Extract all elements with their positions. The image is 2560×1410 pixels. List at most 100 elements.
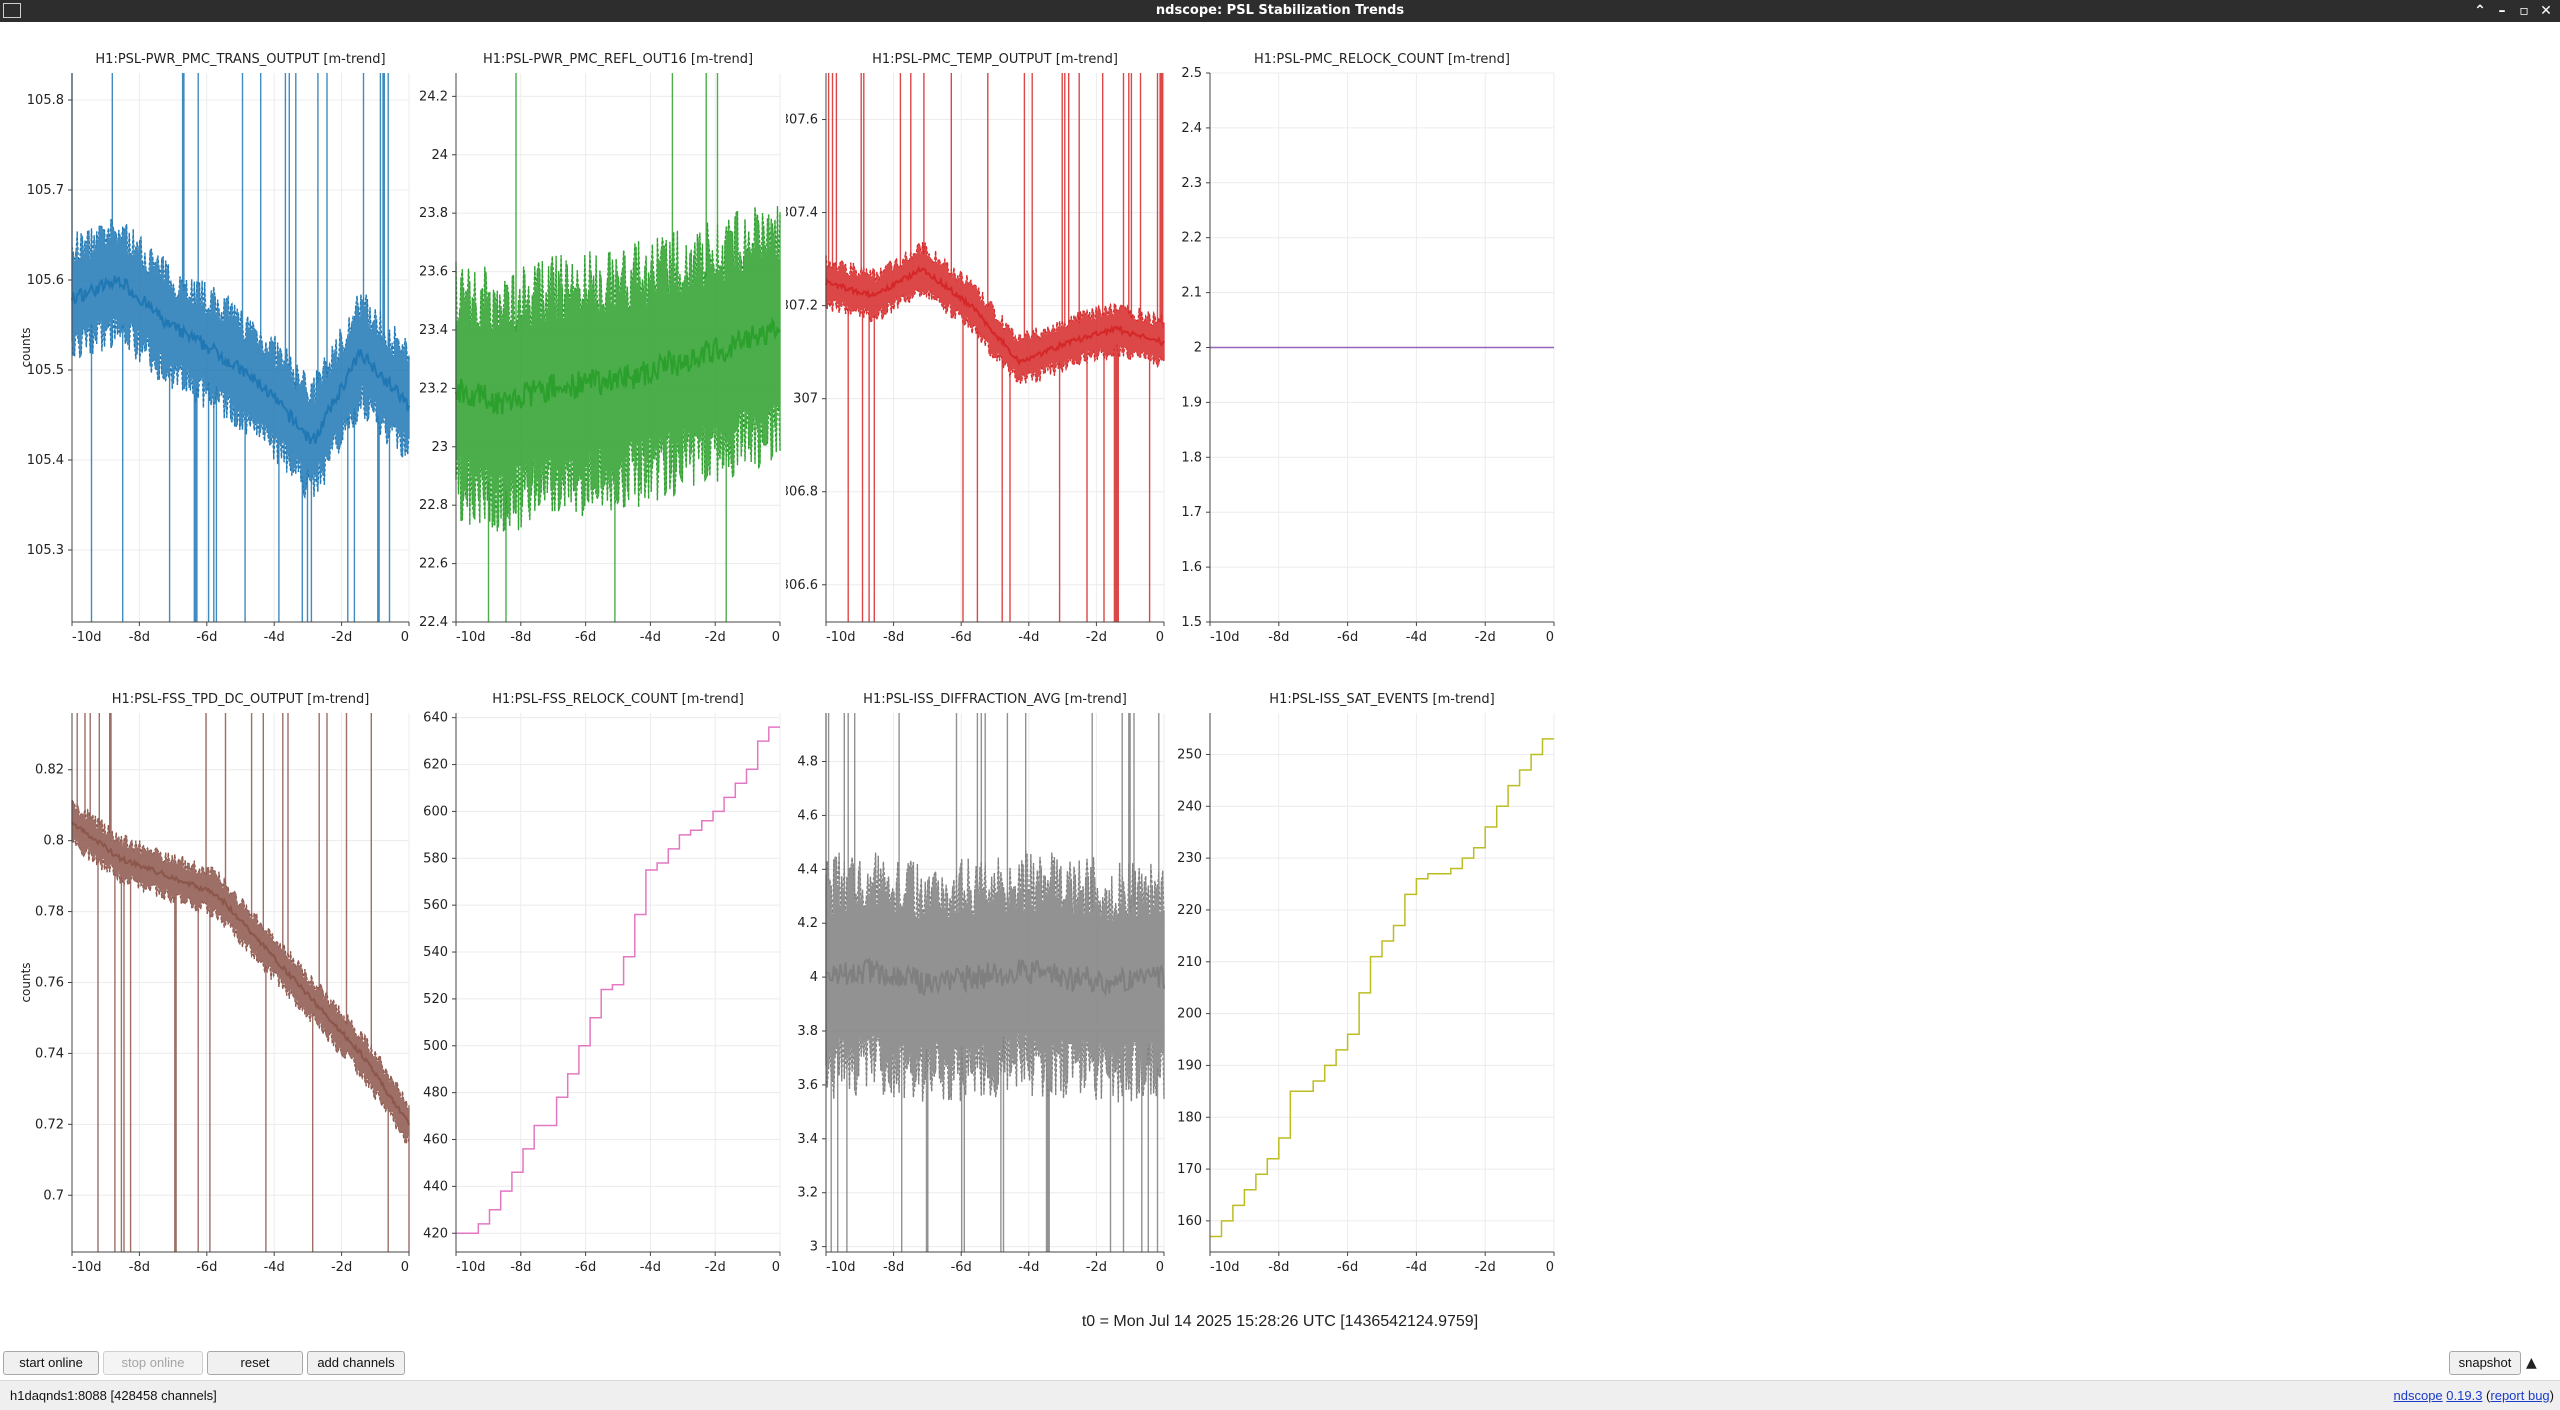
- x-tick-label: -4d: [1406, 630, 1427, 645]
- start-online-button[interactable]: start online: [3, 1351, 99, 1375]
- y-tick-label: 105.7: [27, 183, 64, 198]
- y-tick-label: 4.6: [797, 808, 818, 823]
- close-icon[interactable]: ✕: [2540, 3, 2552, 19]
- channel-count: [428458 channels]: [110, 1388, 217, 1403]
- x-tick-label: 0: [772, 1260, 780, 1275]
- x-tick-label: -10d: [72, 1260, 102, 1275]
- series-trace: [456, 726, 780, 1235]
- x-tick-label: -8d: [1268, 630, 1289, 645]
- plot-1[interactable]: H1:PSL-PWR_PMC_REFL_OUT16 [m-trend] count…: [416, 26, 786, 666]
- y-tick-label: 0.72: [35, 1117, 64, 1132]
- y-tick-label: 22.8: [419, 498, 448, 513]
- y-axis-label: counts: [416, 327, 417, 367]
- window-titlebar: ndscope: PSL Stabilization Trends ⌃ – ▫ …: [0, 0, 2560, 22]
- y-tick-label: 24: [431, 148, 448, 163]
- y-tick-label: 1.7: [1181, 505, 1202, 520]
- x-tick-label: -10d: [826, 1260, 856, 1275]
- x-tick-label: -2d: [331, 630, 352, 645]
- stop-online-button[interactable]: stop online: [103, 1351, 203, 1375]
- plot-title: H1:PSL-PWR_PMC_TRANS_OUTPUT [m-trend]: [95, 52, 385, 67]
- x-tick-label: -6d: [575, 1260, 596, 1275]
- expand-arrow-icon[interactable]: ▲: [2526, 1355, 2537, 1371]
- y-tick-label: 500: [423, 1039, 448, 1054]
- y-tick-label: 105.5: [27, 363, 64, 378]
- y-tick-label: 306.6: [786, 578, 818, 593]
- y-tick-label: 420: [423, 1226, 448, 1241]
- plot-2[interactable]: H1:PSL-PMC_TEMP_OUTPUT [m-trend] counts 30…: [786, 26, 1170, 666]
- server-address: h1daqnds1:8088: [10, 1388, 107, 1403]
- x-tick-label: -4d: [264, 1260, 285, 1275]
- y-axis-label: counts: [19, 962, 33, 1002]
- plot-5[interactable]: H1:PSL-FSS_RELOCK_COUNT [m-trend] counts 4…: [416, 666, 786, 1296]
- x-tick-label: -2d: [705, 630, 726, 645]
- x-tick-label: -8d: [510, 630, 531, 645]
- y-tick-label: 23.4: [419, 323, 448, 338]
- x-tick-label: -4d: [640, 1260, 661, 1275]
- t0-label: t0 = Mon Jul 14 2025 15:28:26 UTC [14365…: [1081, 1313, 1479, 1330]
- y-tick-label: 540: [423, 945, 448, 960]
- y-tick-label: 200: [1177, 1007, 1202, 1022]
- plot-3[interactable]: H1:PSL-PMC_RELOCK_COUNT [m-trend] 1.5 1.6 1…: [1170, 26, 1560, 666]
- x-tick-label: 0: [1156, 1260, 1164, 1275]
- x-tick-label: -8d: [883, 1260, 904, 1275]
- y-tick-label: 190: [1177, 1058, 1202, 1073]
- y-tick-label: 4.2: [797, 916, 818, 931]
- report-bug-link[interactable]: report bug: [2490, 1388, 2550, 1403]
- snapshot-button[interactable]: snapshot: [2449, 1351, 2521, 1375]
- maximize-icon[interactable]: ▫: [2519, 3, 2529, 19]
- x-tick-label: 0: [401, 630, 409, 645]
- y-tick-label: 4: [810, 970, 818, 985]
- y-tick-label: 440: [423, 1179, 448, 1194]
- x-tick-label: 0: [1156, 630, 1164, 645]
- y-tick-label: 250: [1177, 747, 1202, 762]
- x-tick-label: -10d: [1210, 630, 1240, 645]
- y-tick-label: 3.6: [797, 1078, 818, 1093]
- plot-0[interactable]: H1:PSL-PWR_PMC_TRANS_OUTPUT [m-trend] cou…: [0, 26, 415, 666]
- plot-7[interactable]: H1:PSL-ISS_SAT_EVENTS [m-trend] counts 160…: [1170, 666, 1560, 1296]
- start-online-label: start online: [19, 1355, 83, 1370]
- x-tick-label: -2d: [705, 1260, 726, 1275]
- reset-button[interactable]: reset: [207, 1351, 303, 1375]
- y-tick-label: 480: [423, 1086, 448, 1101]
- app-link[interactable]: ndscope: [2393, 1388, 2443, 1403]
- x-tick-label: -6d: [575, 630, 596, 645]
- plot-6[interactable]: H1:PSL-ISS_DIFFRACTION_AVG [m-trend] coun…: [786, 666, 1170, 1296]
- y-tick-label: 1.5: [1181, 615, 1202, 630]
- series-trace: [71, 713, 410, 1252]
- plot-4[interactable]: H1:PSL-FSS_TPD_DC_OUTPUT [m-trend] counts…: [0, 666, 415, 1296]
- x-tick-label: -8d: [129, 630, 150, 645]
- y-tick-label: 23: [431, 440, 448, 455]
- x-tick-label: -8d: [1268, 1260, 1289, 1275]
- version-link[interactable]: 0.19.3: [2446, 1388, 2483, 1403]
- y-tick-label: 0.76: [35, 976, 64, 991]
- y-tick-label: 1.8: [1181, 450, 1202, 465]
- add-channels-button[interactable]: add channels: [307, 1351, 405, 1375]
- series-trace: [825, 713, 1165, 1252]
- y-tick-label: 600: [423, 804, 448, 819]
- y-tick-label: 3: [810, 1240, 818, 1255]
- y-tick-label: 3.2: [797, 1186, 818, 1201]
- keep-above-icon[interactable]: ⌃: [2474, 3, 2486, 19]
- y-tick-label: 2: [1194, 341, 1202, 356]
- y-tick-label: 4.8: [797, 755, 818, 770]
- y-tick-label: 1.6: [1181, 560, 1202, 575]
- y-tick-label: 0.8: [43, 834, 64, 849]
- y-tick-label: 2.5: [1181, 66, 1202, 81]
- x-tick-label: -8d: [510, 1260, 531, 1275]
- y-tick-label: 0.82: [35, 763, 64, 778]
- minimize-icon[interactable]: –: [2498, 3, 2506, 19]
- plot-title: H1:PSL-ISS_SAT_EVENTS [m-trend]: [1269, 692, 1494, 707]
- x-tick-label: -6d: [196, 630, 217, 645]
- y-tick-label: 23.2: [419, 381, 448, 396]
- x-tick-label: -6d: [196, 1260, 217, 1275]
- window-title: ndscope: PSL Stabilization Trends: [1155, 3, 1405, 18]
- x-tick-label: -8d: [129, 1260, 150, 1275]
- y-tick-label: 22.6: [419, 557, 448, 572]
- x-tick-label: -2d: [1086, 630, 1107, 645]
- version-info: ndscope 0.19.3 (report bug): [2393, 1388, 2555, 1403]
- y-tick-label: 105.8: [27, 93, 64, 108]
- y-tick-label: 2.2: [1181, 231, 1202, 246]
- snapshot-label: snapshot: [2458, 1355, 2512, 1370]
- y-tick-label: 210: [1177, 955, 1202, 970]
- x-tick-label: 0: [1546, 630, 1554, 645]
